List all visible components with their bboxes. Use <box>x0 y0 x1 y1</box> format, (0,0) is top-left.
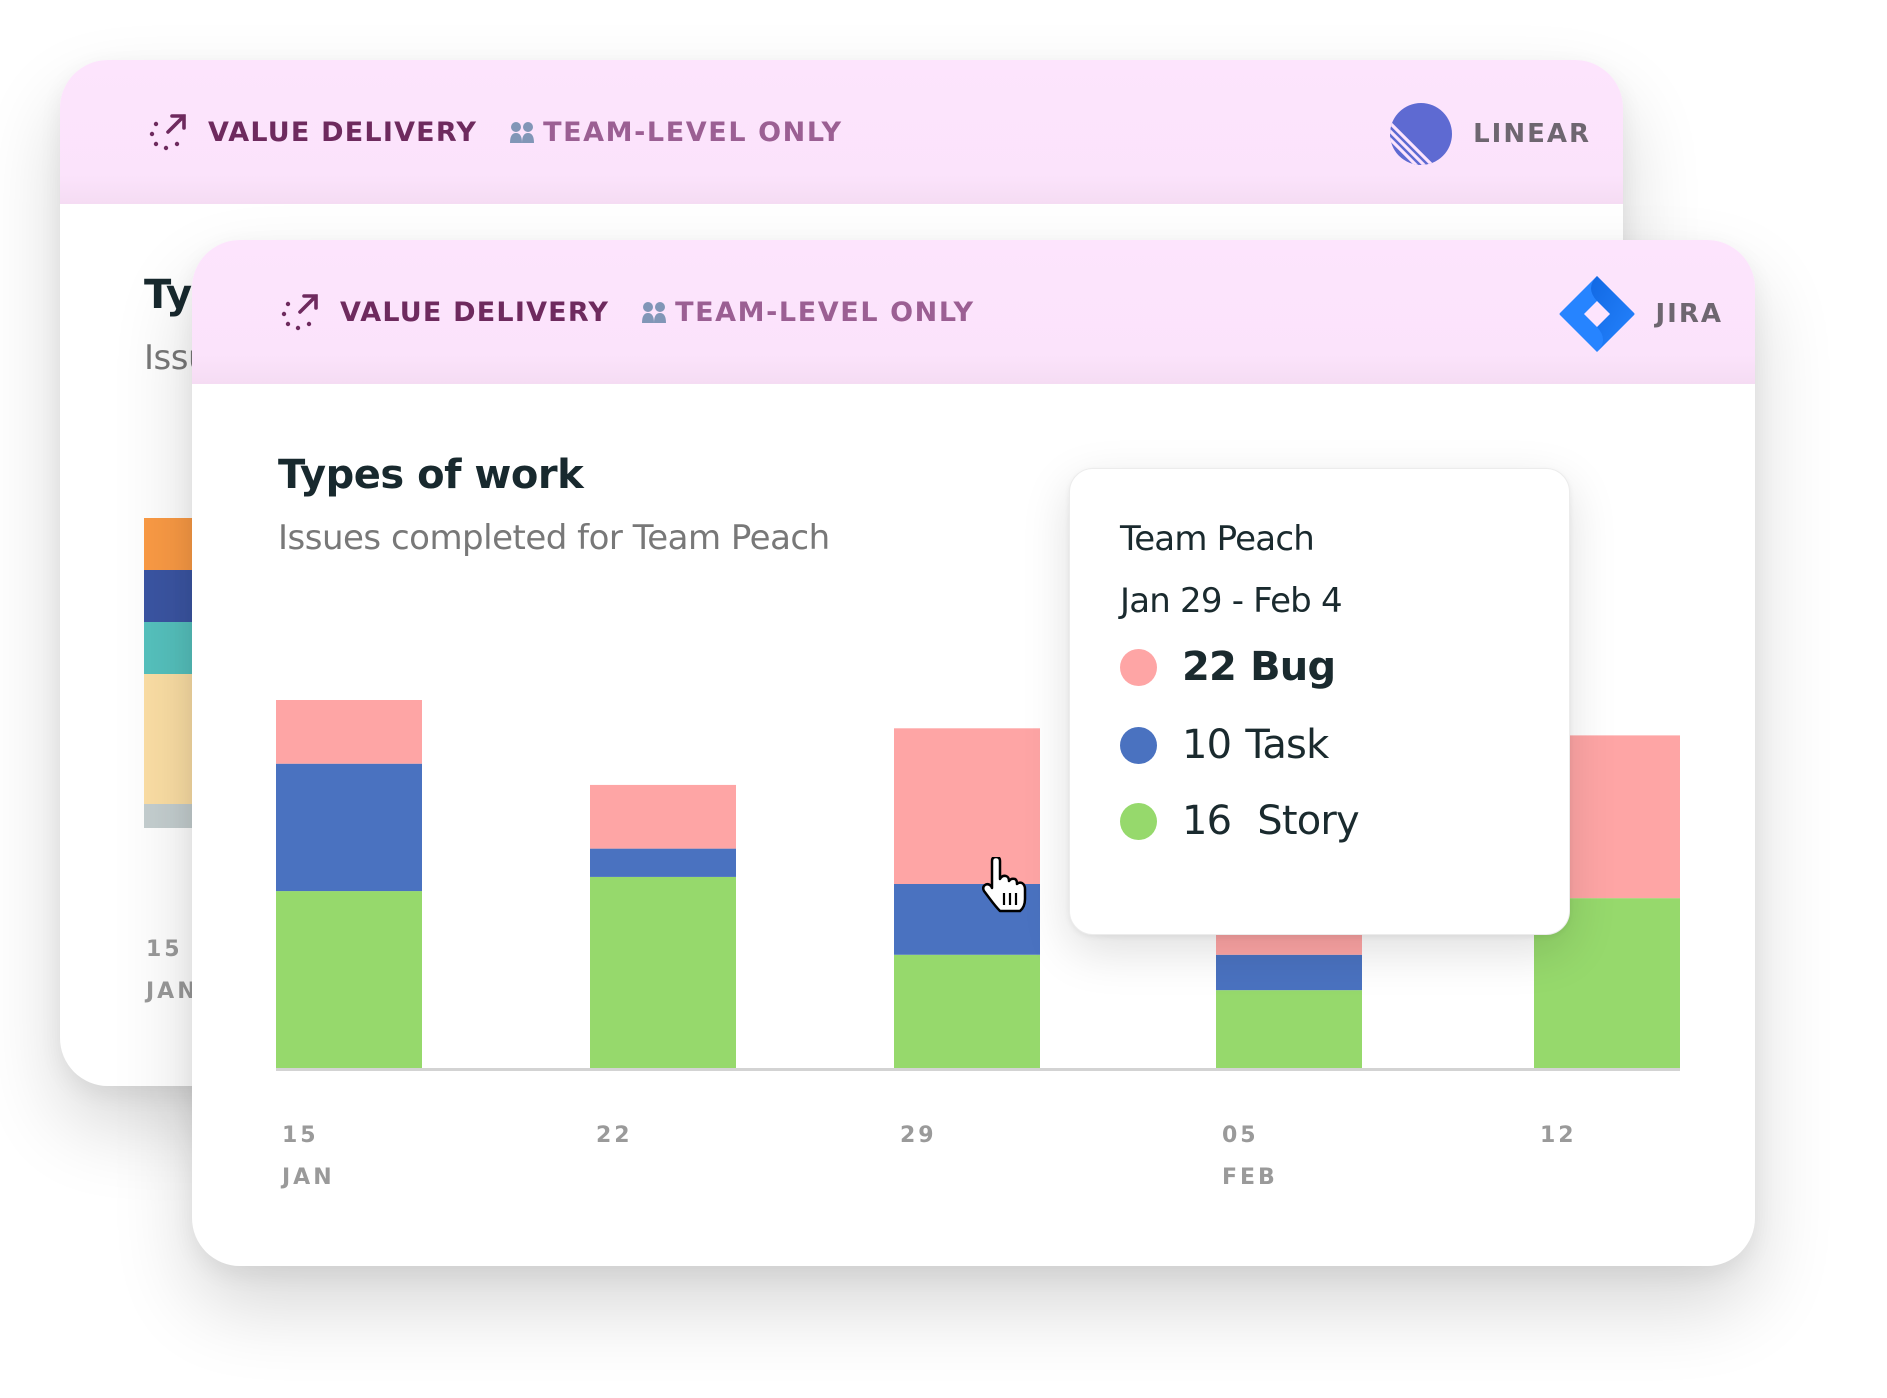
bar-segment-bug[interactable] <box>276 700 422 764</box>
tooltip-count: 16 <box>1182 798 1232 844</box>
bar-segment-task[interactable] <box>276 763 422 892</box>
bar-segment-bug[interactable] <box>590 784 736 849</box>
bar-segment-story[interactable] <box>590 876 736 1068</box>
x-tick-day: 29 <box>900 1123 937 1148</box>
hand-pointer-cursor-icon <box>982 857 1027 913</box>
legend-dot-task-icon <box>1120 726 1157 764</box>
bar-segment-story[interactable] <box>276 891 422 1068</box>
tooltip-item-story: 16 Story <box>1120 795 1360 847</box>
bar-segment-task[interactable] <box>590 848 736 877</box>
tooltip-type: Bug <box>1250 644 1336 690</box>
source-label: JIRA <box>1655 299 1723 329</box>
legend-dot-bug-icon <box>1120 648 1157 686</box>
chart-subtitle: Issues completed for Team Peach <box>278 518 830 558</box>
card-header: VALUE DELIVERY TEAM-LEVEL ONLY JIRA <box>192 240 1755 384</box>
x-tick-month: JAN <box>280 1165 335 1190</box>
bar-segment-story[interactable] <box>1216 990 1362 1068</box>
tooltip-count: 10 <box>1182 722 1232 768</box>
back-bar-segment <box>144 570 192 622</box>
linear-logo-icon <box>1390 103 1453 165</box>
legend-dot-story-icon <box>1120 802 1157 840</box>
tooltip-type: Story <box>1245 798 1359 844</box>
metric-tag: VALUE DELIVERY TEAM-LEVEL ONLY <box>148 112 843 152</box>
chart-tooltip: Team Peach Jan 29 - Feb 4 22 Bug 10 Task… <box>1069 468 1570 935</box>
back-bar-segment <box>144 518 192 570</box>
bar-segment-bug[interactable] <box>1216 933 1362 955</box>
tooltip-date-range: Jan 29 - Feb 4 <box>1120 581 1343 621</box>
tooltip-type: Task <box>1245 722 1329 768</box>
source-label: LINEAR <box>1473 119 1591 149</box>
tooltip-team: Team Peach <box>1120 519 1315 559</box>
metric-label: VALUE DELIVERY <box>208 116 478 148</box>
card-header: VALUE DELIVERY TEAM-LEVEL ONLY LINEAR <box>60 60 1623 204</box>
back-bar-segment <box>144 622 192 674</box>
value-delivery-icon <box>149 114 186 151</box>
x-tick-day: 05 <box>1222 1123 1259 1148</box>
source-tag: JIRA <box>1558 276 1724 352</box>
back-bar-segment <box>144 804 192 828</box>
bar-segment-story[interactable] <box>894 954 1040 1068</box>
x-tick-day: 22 <box>596 1123 633 1148</box>
tooltip-item-task: 10 Task <box>1120 719 1329 771</box>
bar-segment-bug[interactable] <box>894 728 1040 884</box>
bar-segment-task[interactable] <box>1216 954 1362 991</box>
back-tick-month: JAN <box>146 979 199 1004</box>
scope-label: TEAM-LEVEL ONLY <box>543 116 843 148</box>
back-tick-day: 15 <box>146 937 183 962</box>
team-icon <box>642 302 667 323</box>
x-tick-month: FEB <box>1222 1165 1278 1190</box>
jira-logo-icon <box>1559 276 1634 352</box>
chart-title: Types of work <box>278 452 584 498</box>
scope-label: TEAM-LEVEL ONLY <box>675 296 975 328</box>
team-icon <box>510 122 535 143</box>
x-tick-day: 12 <box>1540 1123 1577 1148</box>
source-tag: LINEAR <box>1389 96 1591 172</box>
tooltip-count: 22 <box>1182 644 1237 690</box>
back-bar-segment <box>144 674 192 804</box>
metric-tag: VALUE DELIVERY TEAM-LEVEL ONLY <box>280 292 975 332</box>
value-delivery-icon <box>281 294 318 331</box>
metric-label: VALUE DELIVERY <box>340 296 610 328</box>
x-tick-day: 15 <box>282 1123 319 1148</box>
tooltip-item-bug: 22 Bug <box>1120 641 1336 693</box>
